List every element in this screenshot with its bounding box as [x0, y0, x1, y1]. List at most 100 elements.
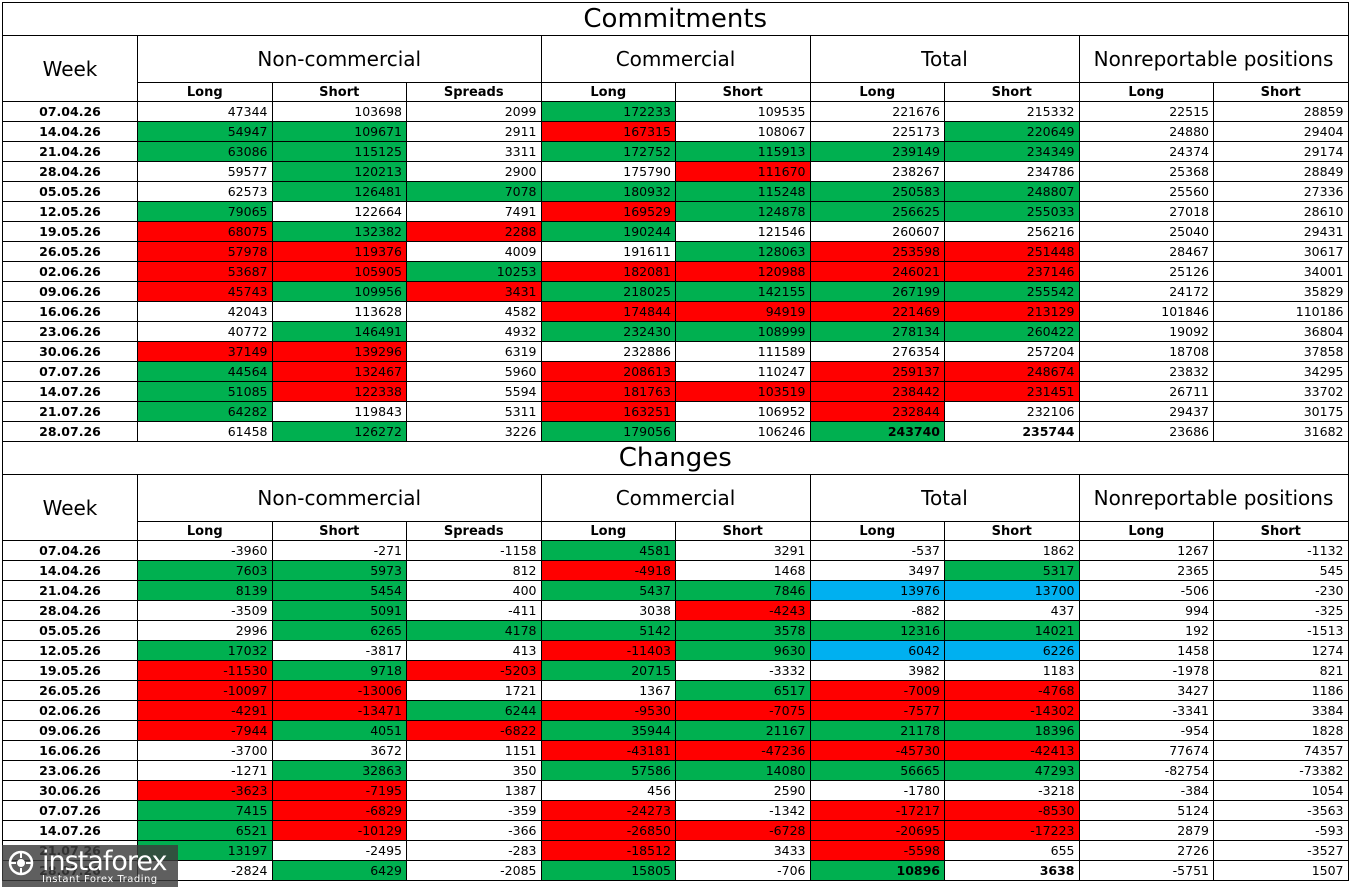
value-cell-nonrep-short: 30175 [1213, 401, 1349, 422]
value-cell-nonrep-short: 28849 [1213, 161, 1349, 182]
value-cell-total-long: 221676 [809, 101, 945, 122]
value-cell-nonrep-long: 27018 [1078, 201, 1214, 222]
value-cell-noncomm-short: 139296 [271, 341, 407, 362]
value-cell-comm-short: 111589 [675, 341, 811, 362]
value-cell-comm-long: 182081 [540, 261, 676, 282]
table-row: 07.04.26 47344 103698 2099 172233 109535 22167… [2, 101, 1349, 122]
value-cell-noncomm-long: 59577 [137, 161, 273, 182]
table-row: 30.06.26 -3623 -7195 1387 456 2590 -1780 -3218-… [2, 780, 1349, 801]
subheader-total-long: Long [809, 521, 945, 541]
value-cell-noncomm-short: 5454 [271, 580, 407, 601]
value-cell-total-short: 235744 [944, 421, 1080, 442]
value-cell-nonrep-long: 101846 [1078, 301, 1214, 322]
value-cell-nonrep-short: 1507 [1213, 860, 1349, 881]
value-cell-comm-short: -4243 [675, 600, 811, 621]
value-cell-total-short: 437 [944, 600, 1080, 621]
value-cell-noncomm-spreads: 7078 [406, 181, 542, 202]
commitments-body: Commitments Week Non-commercial Commerci… [2, 2, 1349, 442]
value-cell-comm-short: -1342 [675, 800, 811, 821]
value-cell-comm-short: 110247 [675, 361, 811, 382]
value-cell-comm-short: 108067 [675, 121, 811, 142]
table-row: 02.06.26 53687 105905 10253 182081 120988 2460… [2, 261, 1349, 282]
value-cell-noncomm-spreads: 1151 [406, 740, 542, 761]
week-cell: 07.04.26 [2, 540, 138, 561]
value-cell-nonrep-long: 1267 [1078, 540, 1214, 561]
week-cell: 09.06.26 [2, 720, 138, 741]
value-cell-noncomm-short: 4051 [271, 720, 407, 741]
value-cell-noncomm-long: 57978 [137, 241, 273, 262]
week-header: Week [2, 474, 138, 541]
value-cell-total-long: -537 [809, 540, 945, 561]
value-cell-nonrep-long: 23686 [1078, 421, 1214, 442]
value-cell-comm-long: 169529 [540, 201, 676, 222]
value-cell-noncomm-short: 146491 [271, 321, 407, 342]
value-cell-total-short: 248807 [944, 181, 1080, 202]
value-cell-total-long: 6042 [809, 640, 945, 661]
value-cell-noncomm-spreads: 6319 [406, 341, 542, 362]
value-cell-noncomm-long: -4291 [137, 700, 273, 721]
week-cell: 14.04.26 [2, 121, 138, 142]
value-cell-noncomm-spreads: 2900 [406, 161, 542, 182]
value-cell-noncomm-long: 42043 [137, 301, 273, 322]
value-cell-nonrep-long: 24880 [1078, 121, 1214, 142]
value-cell-nonrep-long: 994 [1078, 600, 1214, 621]
value-cell-nonrep-short: 34001 [1213, 261, 1349, 282]
value-cell-noncomm-spreads: 10253 [406, 261, 542, 282]
table-row: 12.05.26 17032 -3817 413 -11403 9630 6042 6226 1… [2, 640, 1349, 661]
value-cell-nonrep-long: 25560 [1078, 181, 1214, 202]
week-cell: 19.05.26 [2, 660, 138, 681]
value-cell-nonrep-long: 24172 [1078, 281, 1214, 302]
value-cell-noncomm-spreads: 4932 [406, 321, 542, 342]
table-row: 26.05.26 57978 119376 4009 191611 128063 25359… [2, 241, 1349, 262]
value-cell-comm-short: 111670 [675, 161, 811, 182]
value-cell-noncomm-short: 9718 [271, 660, 407, 681]
value-cell-noncomm-spreads: 413 [406, 640, 542, 661]
value-cell-noncomm-short: 120213 [271, 161, 407, 182]
value-cell-comm-short: 128063 [675, 241, 811, 262]
value-cell-noncomm-short: 6429 [271, 860, 407, 881]
week-cell: 21.04.26 [2, 141, 138, 162]
table-row: 02.06.26 -4291 -13471 6244 -9530 -7075 -7577 -1… [2, 700, 1349, 721]
value-cell-comm-long: -9530 [540, 700, 676, 721]
value-cell-total-short: 3638 [944, 860, 1080, 881]
value-cell-nonrep-short: 31682 [1213, 421, 1349, 442]
value-cell-noncomm-long: 63086 [137, 141, 273, 162]
value-cell-noncomm-long: 2996 [137, 620, 273, 641]
subheader-noncomm-long: Long [137, 82, 273, 102]
week-cell: 09.06.26 [2, 281, 138, 302]
value-cell-noncomm-long: 7415 [137, 800, 273, 821]
value-cell-comm-long: 20715 [540, 660, 676, 681]
value-cell-total-short: 255033 [944, 201, 1080, 222]
value-cell-noncomm-long: -10097 [137, 680, 273, 701]
value-cell-comm-short: 1468 [675, 560, 811, 581]
value-cell-nonrep-long: 77674 [1078, 740, 1214, 761]
value-cell-nonrep-short: 30617 [1213, 241, 1349, 262]
subheader-noncomm-short: Short [271, 521, 407, 541]
subheader-comm-long: Long [540, 521, 676, 541]
value-cell-nonrep-short: 110186 [1213, 301, 1349, 322]
value-cell-total-short: 231451 [944, 381, 1080, 402]
value-cell-noncomm-short: 115125 [271, 141, 407, 162]
value-cell-comm-long: -24273 [540, 800, 676, 821]
value-cell-noncomm-long: 61458 [137, 421, 273, 442]
value-cell-total-short: 18396 [944, 720, 1080, 741]
value-cell-noncomm-short: 126272 [271, 421, 407, 442]
value-cell-nonrep-short: 36804 [1213, 321, 1349, 342]
table-row: 26.05.26 -10097 -13006 1721 1367 6517 -7009 -47… [2, 680, 1349, 701]
value-cell-noncomm-spreads: 3226 [406, 421, 542, 442]
subheader-comm-short: Short [675, 521, 811, 541]
value-cell-total-short: -8530 [944, 800, 1080, 821]
value-cell-comm-long: 5142 [540, 620, 676, 641]
commitments-title: Commitments [2, 2, 1349, 36]
table-row: 21.07.26 64282 119843 5311 163251 106952 23284… [2, 401, 1349, 422]
value-cell-comm-short: 142155 [675, 281, 811, 302]
value-cell-comm-long: 191611 [540, 241, 676, 262]
value-cell-noncomm-short: 105905 [271, 261, 407, 282]
value-cell-nonrep-short: 545 [1213, 560, 1349, 581]
table-row: 19.05.26 68075 132382 2288 190244 121546 26060… [2, 221, 1349, 242]
value-cell-noncomm-spreads: 3311 [406, 141, 542, 162]
value-cell-noncomm-long: 53687 [137, 261, 273, 282]
value-cell-nonrep-short: 34295 [1213, 361, 1349, 382]
value-cell-noncomm-short: 3672 [271, 740, 407, 761]
table-row: 28.07.26-28246429-208515805-706108963638… [2, 860, 1349, 881]
